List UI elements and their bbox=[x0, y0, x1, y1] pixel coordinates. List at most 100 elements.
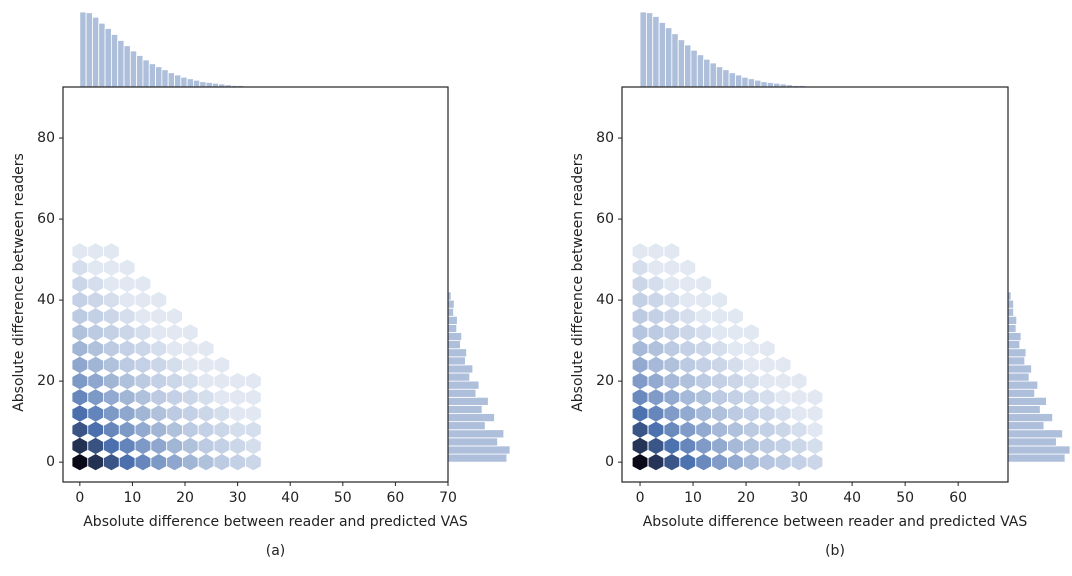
hex-cell bbox=[135, 324, 151, 341]
hex-cell bbox=[119, 405, 135, 422]
hex-cell bbox=[759, 373, 775, 390]
top-hist-bar bbox=[715, 66, 724, 88]
hex-cell bbox=[712, 308, 727, 325]
hex-cell bbox=[743, 421, 759, 438]
hex-cell bbox=[103, 259, 119, 276]
hex-cell bbox=[743, 437, 759, 455]
right-hist-bar bbox=[447, 372, 471, 382]
hex-cell bbox=[791, 437, 807, 455]
hex-cell bbox=[182, 324, 198, 341]
hex-cell bbox=[119, 373, 135, 390]
hex-cell bbox=[775, 454, 791, 471]
hex-cell bbox=[664, 324, 680, 341]
hex-cell bbox=[230, 389, 246, 406]
hex-cell bbox=[103, 454, 119, 471]
hex-cell bbox=[728, 389, 743, 406]
hex-cell bbox=[664, 291, 680, 309]
caption: (b) bbox=[825, 543, 845, 559]
x-tick-label: 60 bbox=[949, 490, 967, 506]
hex-cell bbox=[88, 308, 104, 325]
hex-cell bbox=[696, 405, 712, 422]
hex-cell bbox=[135, 308, 151, 325]
hex-cell bbox=[72, 373, 88, 390]
hex-cell bbox=[135, 454, 151, 471]
top-hist-bar bbox=[186, 78, 194, 88]
top-hist-bar bbox=[671, 33, 679, 88]
hex-cell bbox=[182, 454, 198, 471]
hex-cell bbox=[680, 405, 696, 422]
hex-cell bbox=[135, 373, 151, 390]
hex-cell bbox=[151, 405, 167, 422]
top-hist-bar bbox=[703, 58, 711, 88]
top-hist-bar bbox=[193, 79, 201, 88]
top-hist-bar bbox=[110, 34, 119, 88]
hex-cell bbox=[632, 454, 648, 471]
hex-cell bbox=[103, 275, 119, 293]
right-hist-bar bbox=[447, 332, 463, 342]
hex-cell bbox=[728, 340, 743, 357]
hex-cell bbox=[632, 291, 648, 309]
hex-cell bbox=[696, 454, 712, 471]
top-hist-bar bbox=[760, 81, 768, 88]
top-hist-bar bbox=[155, 66, 163, 88]
hex-cell bbox=[791, 373, 807, 390]
hex-cell bbox=[103, 437, 119, 455]
hex-cell bbox=[88, 291, 104, 309]
top-hist-bar bbox=[754, 79, 762, 88]
hex-cell bbox=[648, 389, 664, 406]
x-tick-label: 0 bbox=[75, 490, 84, 506]
hex-cell bbox=[648, 405, 664, 422]
hex-cell bbox=[807, 421, 823, 438]
hex-cell bbox=[728, 454, 743, 471]
hex-cell bbox=[648, 259, 664, 276]
right-hist-bar bbox=[447, 453, 508, 463]
hex-cell bbox=[151, 308, 167, 325]
hex-cell bbox=[696, 308, 712, 325]
right-hist-bar bbox=[1007, 299, 1014, 309]
hex-cell bbox=[167, 308, 182, 325]
top-hist-bar bbox=[639, 11, 647, 88]
hex-cell bbox=[167, 421, 182, 438]
top-hist-bar bbox=[652, 16, 660, 88]
hex-cell bbox=[214, 356, 230, 374]
hex-cell bbox=[198, 437, 214, 455]
hex-cell bbox=[664, 259, 680, 276]
hex-cell bbox=[167, 405, 182, 422]
right-hist-bar bbox=[1007, 396, 1047, 406]
right-hist-bar bbox=[447, 380, 480, 390]
hex-cell bbox=[103, 356, 119, 374]
y-axis-label: Absolute difference between readers bbox=[570, 153, 586, 412]
hex-cell bbox=[696, 421, 712, 438]
right-hist-bar bbox=[447, 348, 468, 358]
hex-cell bbox=[648, 291, 664, 309]
right-hist-bar bbox=[1007, 372, 1030, 382]
hex-cell bbox=[743, 454, 759, 471]
right-hist-bar bbox=[1007, 413, 1054, 423]
hex-cell bbox=[119, 437, 135, 455]
hex-cell bbox=[88, 421, 104, 438]
hex-cell bbox=[712, 324, 727, 341]
y-tick-label: 0 bbox=[46, 454, 55, 470]
right-hist-bar bbox=[1007, 453, 1066, 463]
hex-cell bbox=[167, 324, 182, 341]
hex-cell bbox=[743, 389, 759, 406]
hex-cell bbox=[664, 437, 680, 455]
hex-cell bbox=[632, 275, 648, 293]
hex-cell bbox=[712, 437, 727, 455]
hex-cell bbox=[648, 340, 664, 357]
hex-cell bbox=[72, 421, 88, 438]
hex-cell bbox=[198, 389, 214, 406]
hex-cell bbox=[214, 389, 230, 406]
hex-cell bbox=[807, 437, 823, 455]
hex-cell bbox=[664, 421, 680, 438]
hex-cell bbox=[88, 454, 104, 471]
x-tick-label: 60 bbox=[386, 490, 404, 506]
x-tick-label: 10 bbox=[124, 490, 142, 506]
hex-cell bbox=[167, 437, 182, 455]
top-hist-bar bbox=[735, 74, 743, 88]
hex-cell bbox=[696, 356, 712, 374]
hex-cell bbox=[135, 275, 151, 293]
hex-cell bbox=[712, 340, 727, 357]
right-hist-bar bbox=[447, 364, 474, 374]
hex-cell bbox=[135, 340, 151, 357]
